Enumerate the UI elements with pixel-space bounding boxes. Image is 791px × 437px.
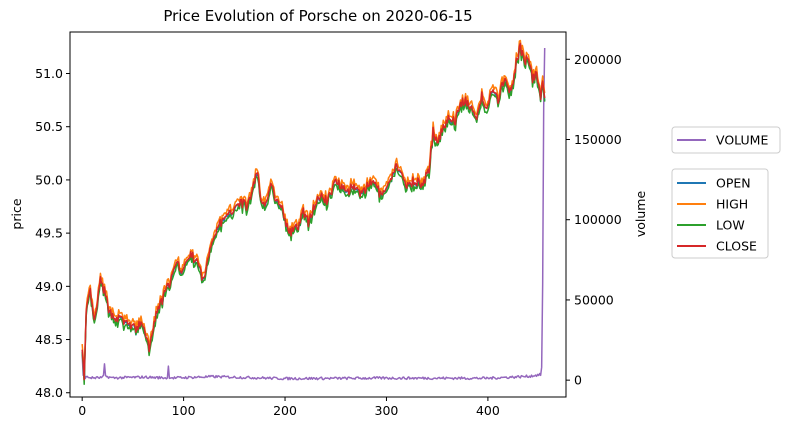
legend-close-label: CLOSE: [716, 239, 757, 254]
legend-high-label: HIGH: [716, 197, 748, 212]
legend-prices: OPEN HIGH LOW CLOSE: [671, 168, 769, 259]
legend-low-label: LOW: [716, 218, 745, 233]
y-tick-label: 49.0: [35, 279, 63, 294]
y-tick-label: 51.0: [35, 66, 63, 81]
y2-tick-label: 150000: [574, 132, 622, 147]
series-volume-line: [81, 48, 546, 381]
y-tick-label: 50.0: [35, 172, 63, 187]
legend-volume-label: VOLUME: [716, 133, 768, 148]
y-tick-label: 48.0: [35, 385, 63, 400]
y-axis-right: 0 50000 100000 150000 200000: [566, 52, 622, 388]
y2-tick-label: 100000: [574, 212, 622, 227]
x-tick-label: 0: [78, 403, 86, 418]
legend-volume: VOLUME: [671, 126, 781, 154]
chart-title: Price Evolution of Porsche on 2020-06-15: [163, 7, 472, 25]
y-axis-label: price: [9, 198, 24, 229]
y-tick-label: 50.5: [35, 119, 63, 134]
y-tick-label: 48.5: [35, 332, 63, 347]
x-tick-label: 200: [273, 403, 297, 418]
x-tick-label: 400: [476, 403, 500, 418]
y2-tick-label: 50000: [574, 292, 614, 307]
plot-frame: [69, 31, 567, 398]
legend-open-label: OPEN: [716, 176, 751, 191]
plot-area: [81, 39, 546, 386]
legend-volume-frame: [671, 126, 781, 154]
x-tick-label: 300: [375, 403, 399, 418]
y2-tick-label: 0: [574, 373, 582, 388]
legend-prices-frame: [671, 168, 769, 259]
y2-axis-label: volume: [633, 191, 648, 238]
y-tick-label: 49.5: [35, 226, 63, 241]
series-close-line: [81, 42, 546, 381]
y2-tick-label: 200000: [574, 52, 622, 67]
y-axis-left: 48.0 48.5 49.0 49.5 50.0 50.5 51.0: [35, 66, 70, 400]
x-tick-label: 100: [172, 403, 196, 418]
x-axis: 0 100 200 300 400: [78, 397, 500, 418]
